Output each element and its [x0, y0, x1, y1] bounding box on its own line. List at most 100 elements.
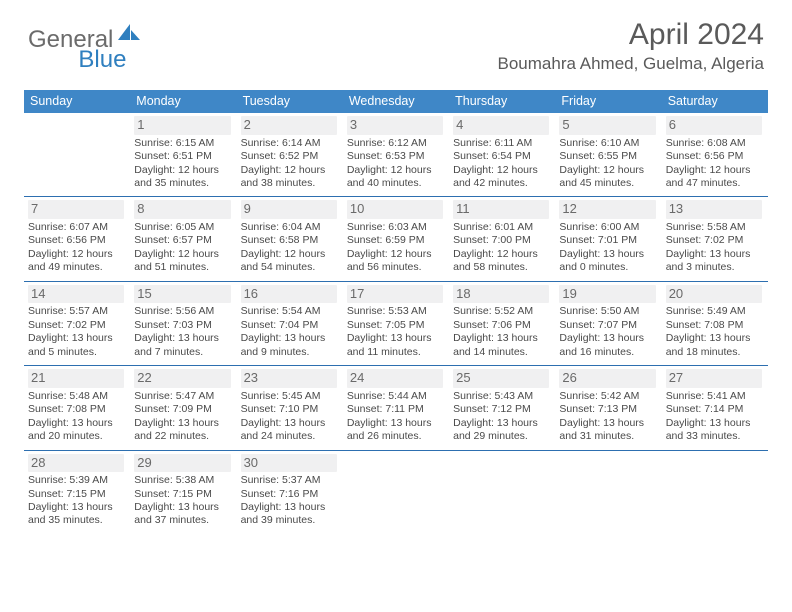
calendar-day-cell: 12Sunrise: 6:00 AMSunset: 7:01 PMDayligh… — [555, 197, 661, 280]
daylight-text: Daylight: 13 hours — [347, 332, 445, 345]
sunset-text: Sunset: 6:53 PM — [347, 150, 445, 163]
daylight-text: and 40 minutes. — [347, 177, 445, 190]
day-number: 27 — [666, 369, 764, 388]
daylight-text: and 26 minutes. — [347, 430, 445, 443]
sunset-text: Sunset: 7:08 PM — [28, 403, 126, 416]
weekday-header: Wednesday — [343, 90, 449, 113]
month-title: April 2024 — [498, 18, 764, 52]
calendar-day-cell: 17Sunrise: 5:53 AMSunset: 7:05 PMDayligh… — [343, 282, 449, 365]
sail-icon — [118, 24, 140, 45]
sunset-text: Sunset: 6:59 PM — [347, 234, 445, 247]
calendar-day-cell: 3Sunrise: 6:12 AMSunset: 6:53 PMDaylight… — [343, 113, 449, 196]
sunset-text: Sunset: 6:56 PM — [28, 234, 126, 247]
sunset-text: Sunset: 7:04 PM — [241, 319, 339, 332]
sunset-text: Sunset: 7:15 PM — [134, 488, 232, 501]
calendar: SundayMondayTuesdayWednesdayThursdayFrid… — [24, 90, 768, 534]
sunset-text: Sunset: 6:51 PM — [134, 150, 232, 163]
daylight-text: Daylight: 13 hours — [134, 332, 232, 345]
calendar-day-cell: 1Sunrise: 6:15 AMSunset: 6:51 PMDaylight… — [130, 113, 236, 196]
sunset-text: Sunset: 7:02 PM — [666, 234, 764, 247]
sunset-text: Sunset: 7:07 PM — [559, 319, 657, 332]
day-number: 20 — [666, 285, 764, 304]
daylight-text: and 39 minutes. — [241, 514, 339, 527]
sunset-text: Sunset: 6:55 PM — [559, 150, 657, 163]
calendar-day-cell: 14Sunrise: 5:57 AMSunset: 7:02 PMDayligh… — [24, 282, 130, 365]
day-number: 3 — [347, 116, 445, 135]
calendar-day-cell: 2Sunrise: 6:14 AMSunset: 6:52 PMDaylight… — [237, 113, 343, 196]
sunrise-text: Sunrise: 6:14 AM — [241, 137, 339, 150]
daylight-text: and 9 minutes. — [241, 346, 339, 359]
weekday-header: Monday — [130, 90, 236, 113]
calendar-day-cell: 25Sunrise: 5:43 AMSunset: 7:12 PMDayligh… — [449, 366, 555, 449]
day-number: 6 — [666, 116, 764, 135]
sunrise-text: Sunrise: 5:43 AM — [453, 390, 551, 403]
calendar-day-cell — [555, 451, 661, 534]
day-number: 17 — [347, 285, 445, 304]
day-number: 16 — [241, 285, 339, 304]
sunrise-text: Sunrise: 6:00 AM — [559, 221, 657, 234]
sunrise-text: Sunrise: 6:03 AM — [347, 221, 445, 234]
calendar-day-cell: 23Sunrise: 5:45 AMSunset: 7:10 PMDayligh… — [237, 366, 343, 449]
sunrise-text: Sunrise: 5:49 AM — [666, 305, 764, 318]
daylight-text: Daylight: 13 hours — [134, 417, 232, 430]
day-number: 28 — [28, 454, 126, 473]
sunset-text: Sunset: 7:12 PM — [453, 403, 551, 416]
sunrise-text: Sunrise: 5:50 AM — [559, 305, 657, 318]
day-number: 4 — [453, 116, 551, 135]
day-number: 29 — [134, 454, 232, 473]
daylight-text: and 5 minutes. — [28, 346, 126, 359]
sunset-text: Sunset: 7:02 PM — [28, 319, 126, 332]
daylight-text: Daylight: 13 hours — [241, 417, 339, 430]
sunrise-text: Sunrise: 6:07 AM — [28, 221, 126, 234]
sunrise-text: Sunrise: 6:01 AM — [453, 221, 551, 234]
sunset-text: Sunset: 6:56 PM — [666, 150, 764, 163]
sunrise-text: Sunrise: 5:38 AM — [134, 474, 232, 487]
daylight-text: Daylight: 13 hours — [559, 417, 657, 430]
daylight-text: Daylight: 12 hours — [134, 164, 232, 177]
sunset-text: Sunset: 7:11 PM — [347, 403, 445, 416]
day-number: 5 — [559, 116, 657, 135]
calendar-week-row: 7Sunrise: 6:07 AMSunset: 6:56 PMDaylight… — [24, 197, 768, 281]
daylight-text: Daylight: 13 hours — [559, 332, 657, 345]
day-number: 11 — [453, 200, 551, 219]
daylight-text: Daylight: 13 hours — [28, 332, 126, 345]
daylight-text: and 54 minutes. — [241, 261, 339, 274]
page-header: General Blue April 2024 Boumahra Ahmed, … — [0, 0, 792, 80]
daylight-text: and 14 minutes. — [453, 346, 551, 359]
daylight-text: and 3 minutes. — [666, 261, 764, 274]
daylight-text: and 37 minutes. — [134, 514, 232, 527]
sunset-text: Sunset: 7:16 PM — [241, 488, 339, 501]
daylight-text: and 47 minutes. — [666, 177, 764, 190]
sunset-text: Sunset: 7:14 PM — [666, 403, 764, 416]
day-number: 15 — [134, 285, 232, 304]
calendar-day-cell: 26Sunrise: 5:42 AMSunset: 7:13 PMDayligh… — [555, 366, 661, 449]
calendar-week-row: 28Sunrise: 5:39 AMSunset: 7:15 PMDayligh… — [24, 451, 768, 534]
daylight-text: Daylight: 13 hours — [241, 501, 339, 514]
daylight-text: Daylight: 12 hours — [347, 164, 445, 177]
daylight-text: Daylight: 13 hours — [453, 417, 551, 430]
calendar-day-cell: 5Sunrise: 6:10 AMSunset: 6:55 PMDaylight… — [555, 113, 661, 196]
daylight-text: and 31 minutes. — [559, 430, 657, 443]
sunrise-text: Sunrise: 5:53 AM — [347, 305, 445, 318]
day-number: 10 — [347, 200, 445, 219]
weekday-header: Saturday — [662, 90, 768, 113]
sunrise-text: Sunrise: 5:58 AM — [666, 221, 764, 234]
calendar-day-cell: 27Sunrise: 5:41 AMSunset: 7:14 PMDayligh… — [662, 366, 768, 449]
calendar-day-cell: 30Sunrise: 5:37 AMSunset: 7:16 PMDayligh… — [237, 451, 343, 534]
sunrise-text: Sunrise: 5:54 AM — [241, 305, 339, 318]
sunset-text: Sunset: 7:00 PM — [453, 234, 551, 247]
daylight-text: and 35 minutes. — [28, 514, 126, 527]
calendar-day-cell — [343, 451, 449, 534]
daylight-text: and 20 minutes. — [28, 430, 126, 443]
sunset-text: Sunset: 6:58 PM — [241, 234, 339, 247]
daylight-text: Daylight: 13 hours — [666, 417, 764, 430]
day-number: 21 — [28, 369, 126, 388]
calendar-day-cell: 13Sunrise: 5:58 AMSunset: 7:02 PMDayligh… — [662, 197, 768, 280]
calendar-day-cell — [662, 451, 768, 534]
day-number: 23 — [241, 369, 339, 388]
calendar-day-cell: 10Sunrise: 6:03 AMSunset: 6:59 PMDayligh… — [343, 197, 449, 280]
daylight-text: and 33 minutes. — [666, 430, 764, 443]
calendar-day-cell: 7Sunrise: 6:07 AMSunset: 6:56 PMDaylight… — [24, 197, 130, 280]
sunrise-text: Sunrise: 5:39 AM — [28, 474, 126, 487]
daylight-text: Daylight: 13 hours — [134, 501, 232, 514]
